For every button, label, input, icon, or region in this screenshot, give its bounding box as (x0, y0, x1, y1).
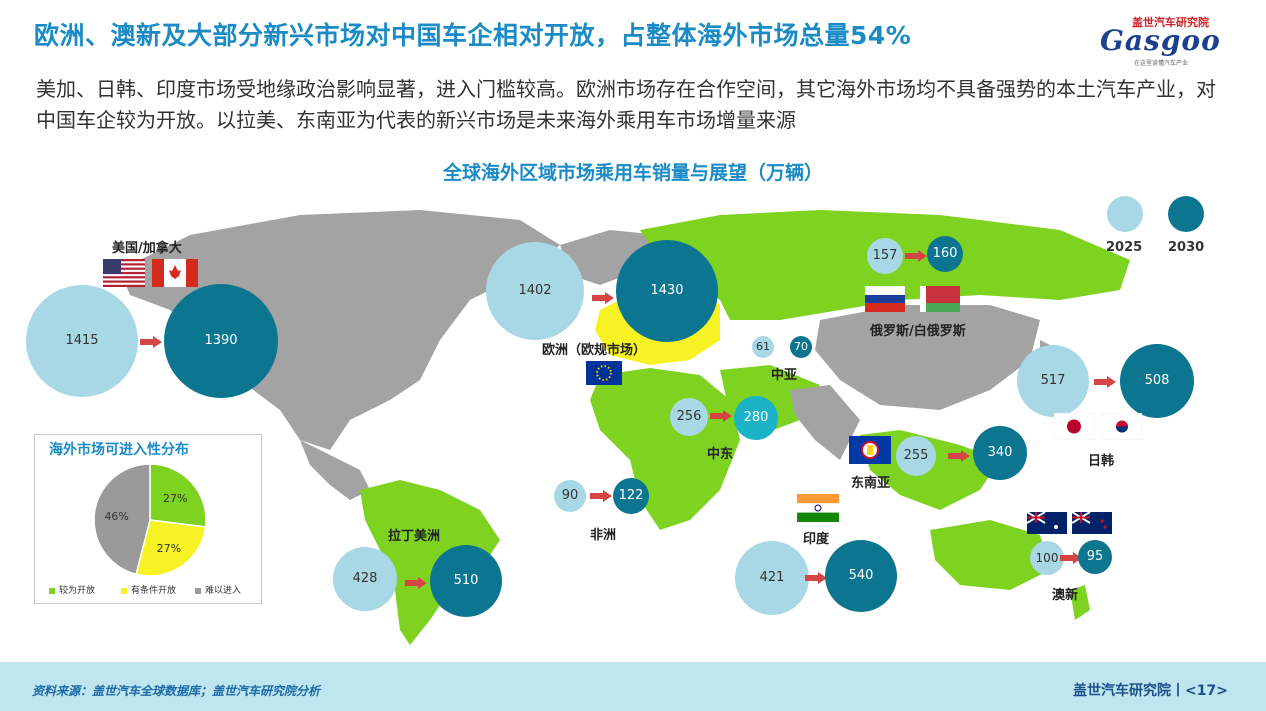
us-flag-icon (103, 259, 145, 287)
region-label-southeast-asia: 东南亚 (851, 476, 891, 491)
region-label-russia: 俄罗斯/白俄罗斯 (870, 324, 966, 339)
korea-flag-icon (1101, 412, 1143, 441)
logo-top-text: 盖世汽车研究院 (1132, 16, 1209, 29)
legend-2025-label: 2025 (1106, 240, 1143, 255)
arrow-icon (805, 572, 827, 584)
australia-flag-icon (1026, 511, 1067, 534)
source-note: 资料来源：盖世汽车全球数据库；盖世汽车研究院分析 (32, 684, 321, 698)
bubble-africa-2025: 90 (554, 480, 586, 512)
bubble-india-2030: 540 (825, 540, 897, 612)
logo-subtext: 在这里读懂汽车产业 (1134, 60, 1189, 67)
pie-slice-label: 27% (157, 542, 181, 555)
bubble-europe-2025: 1402 (486, 242, 584, 340)
belarus-flag-icon (920, 286, 960, 312)
bubble-us-canada-2030: 1390 (164, 284, 278, 398)
pie-legend-swatch (195, 587, 201, 594)
page-number: 盖世汽车研究院丨<17> (1073, 683, 1228, 699)
pie-legend-swatch (121, 587, 127, 594)
pie-legend-conditional: 有条件开放 (121, 583, 176, 596)
footer-bar: 资料来源：盖世汽车全球数据库；盖世汽车研究院分析 盖世汽车研究院丨<17> (0, 662, 1266, 711)
region-label-australia-nz: 澳新 (1052, 588, 1079, 603)
bubble-europe-2030: 1430 (616, 240, 718, 342)
russia-flag-icon (864, 285, 906, 312)
bubble-africa-2030: 122 (613, 478, 649, 514)
new-zealand-flag-icon (1071, 511, 1112, 534)
bubble-australia-nz-2025: 100 (1030, 541, 1064, 575)
pie-legend-swatch (49, 587, 55, 594)
bubble-us-canada-2025: 1415 (26, 285, 138, 397)
bubble-russia-2030: 160 (927, 236, 963, 272)
arrow-icon (1060, 552, 1082, 564)
chart-title: 全球海外区域市场乘用车销量与展望（万辆） (442, 162, 823, 184)
bubble-middle-east-2030: 280 (734, 396, 778, 440)
bubble-middle-east-2025: 256 (670, 398, 708, 436)
region-label-middle-east: 中东 (707, 447, 734, 462)
pie-legend-label-restricted: 难以进入 (205, 586, 242, 596)
legend-2030-label: 2030 (1168, 240, 1205, 255)
region-label-us-canada: 美国/加拿大 (112, 241, 182, 256)
arrow-icon (1094, 376, 1116, 388)
region-label-japan-korea: 日韩 (1088, 454, 1115, 469)
pie-slice-label: 27% (163, 492, 187, 505)
legend-2025-swatch (1107, 196, 1143, 232)
bubble-latin-america-2030: 510 (430, 545, 502, 617)
arrow-icon (405, 577, 427, 589)
arrow-icon (140, 336, 162, 348)
region-label-latin-america: 拉丁美洲 (388, 529, 441, 544)
gasgoo-logo: 盖世汽车研究院 Gasgoo 在这里读懂汽车产业 (1100, 14, 1250, 67)
map-latin-america (360, 480, 500, 645)
bubble-india-2025: 421 (735, 541, 809, 615)
pie-title: 海外市场可进入性分布 (49, 442, 189, 458)
bubble-australia-nz-2030: 95 (1078, 540, 1112, 574)
arrow-icon (590, 490, 612, 502)
bubble-japan-korea-2030: 508 (1120, 344, 1194, 418)
pie-legend-restricted: 难以进入 (195, 583, 241, 596)
pie-slice (135, 519, 207, 577)
page-title: 欧洲、澳新及大部分新兴市场对中国车企相对开放，占整体海外市场总量54% (34, 21, 912, 50)
arrow-icon (710, 410, 732, 422)
bubble-southeast-asia-2025: 255 (896, 436, 936, 476)
page-subtitle: 美加、日韩、印度市场受地缘政治影响显著，进入门槛较高。欧洲市场存在合作空间，其它… (36, 77, 1216, 132)
asean-flag-icon (849, 436, 891, 464)
accessibility-pie-chart: 27% 27% 46% (93, 463, 207, 577)
japan-flag-icon (1053, 412, 1095, 441)
bubble-latin-america-2025: 428 (333, 547, 397, 611)
accessibility-pie-panel: 海外市场可进入性分布 27% 27% 46% 较为开放 有条件开放 难以进入 (34, 434, 262, 604)
india-flag-icon (797, 494, 839, 522)
arrow-icon (905, 250, 927, 262)
pie-slice (149, 463, 207, 528)
arrow-icon (592, 292, 614, 304)
bubble-russia-2025: 157 (867, 238, 903, 274)
legend-2030-swatch (1168, 196, 1204, 232)
arrow-icon (948, 450, 970, 462)
bubble-japan-korea-2025: 517 (1017, 345, 1089, 417)
pie-slice-label: 46% (104, 510, 128, 523)
region-label-india: 印度 (803, 532, 830, 547)
logo-wordmark: Gasgoo (1100, 24, 1221, 57)
bubble-central-asia-2030: 70 (790, 336, 812, 358)
pie-legend-label-open: 较为开放 (59, 586, 96, 596)
pie-legend-open: 较为开放 (49, 583, 95, 596)
region-label-europe: 欧洲（欧规市场） (542, 343, 647, 358)
pie-slice (93, 463, 151, 576)
eu-flag-icon (586, 361, 622, 385)
region-label-central-asia: 中亚 (771, 368, 798, 383)
bubble-southeast-asia-2030: 340 (973, 426, 1027, 480)
region-label-africa: 非洲 (590, 528, 617, 543)
canada-flag-icon (152, 259, 198, 287)
pie-legend-label-conditional: 有条件开放 (131, 586, 177, 596)
bubble-central-asia-2025: 61 (752, 336, 774, 358)
